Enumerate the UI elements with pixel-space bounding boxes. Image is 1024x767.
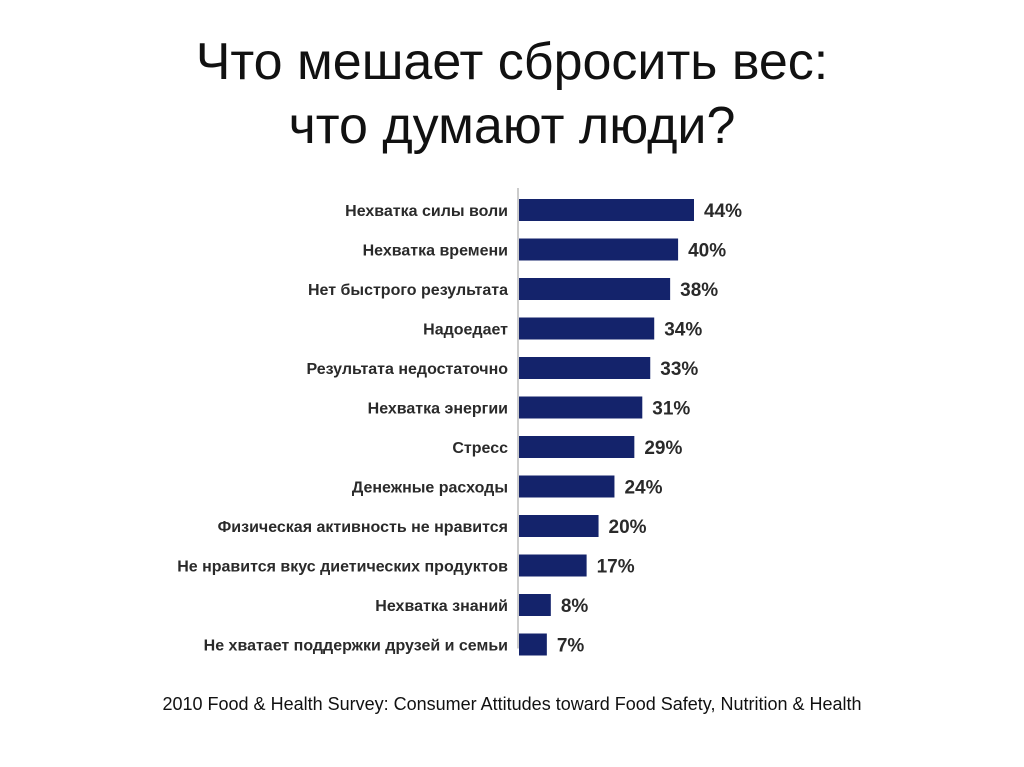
bar [519,554,587,577]
category-label: Нехватка энергии [368,401,508,418]
bar [519,594,551,616]
value-label: 33% [660,359,698,380]
category-label: Нет быстрого результата [308,282,508,299]
bar [519,317,655,340]
bar [519,396,643,419]
chart-title-line-2: что думают люди? [288,97,736,155]
chart-title-line-1: Что мешает сбросить вес: [195,33,829,91]
bar [519,278,671,300]
category-label: Денежные расходы [352,480,508,497]
category-label: Нехватка знаний [375,598,508,615]
value-label: 38% [680,280,718,301]
category-label: Физическая активность не нравится [218,519,508,536]
category-label: Надоедает [423,322,508,339]
value-label: 20% [609,517,647,538]
category-label: Стресс [452,440,508,457]
value-label: 17% [597,557,635,578]
bar [519,199,694,221]
value-label: 34% [664,320,702,341]
category-label: Не хватает поддержки друзей и семьи [204,638,508,655]
value-label: 8% [561,596,589,617]
value-label: 29% [644,438,682,459]
category-label: Нехватка силы воли [345,203,508,220]
bar [519,436,635,458]
bar [519,475,615,498]
source-caption: 2010 Food & Health Survey: Consumer Atti… [162,694,862,714]
value-label: 31% [652,399,690,420]
category-label: Результата недостаточно [306,361,508,378]
bar [519,515,599,537]
value-label: 40% [688,241,726,262]
bar-chart: Нехватка силы воли 44% Нехватка времени 40%… [177,188,742,657]
value-label: 24% [624,478,662,499]
category-label: Не нравится вкус диетических продуктов [177,559,508,576]
value-label: 7% [557,636,585,657]
chart-title: Что мешает сбросить вес: что думают люди… [0,30,1024,158]
bar [519,357,651,379]
bar [519,238,679,261]
value-label: 44% [704,201,742,222]
category-label: Нехватка времени [363,243,508,260]
bar [519,633,547,656]
